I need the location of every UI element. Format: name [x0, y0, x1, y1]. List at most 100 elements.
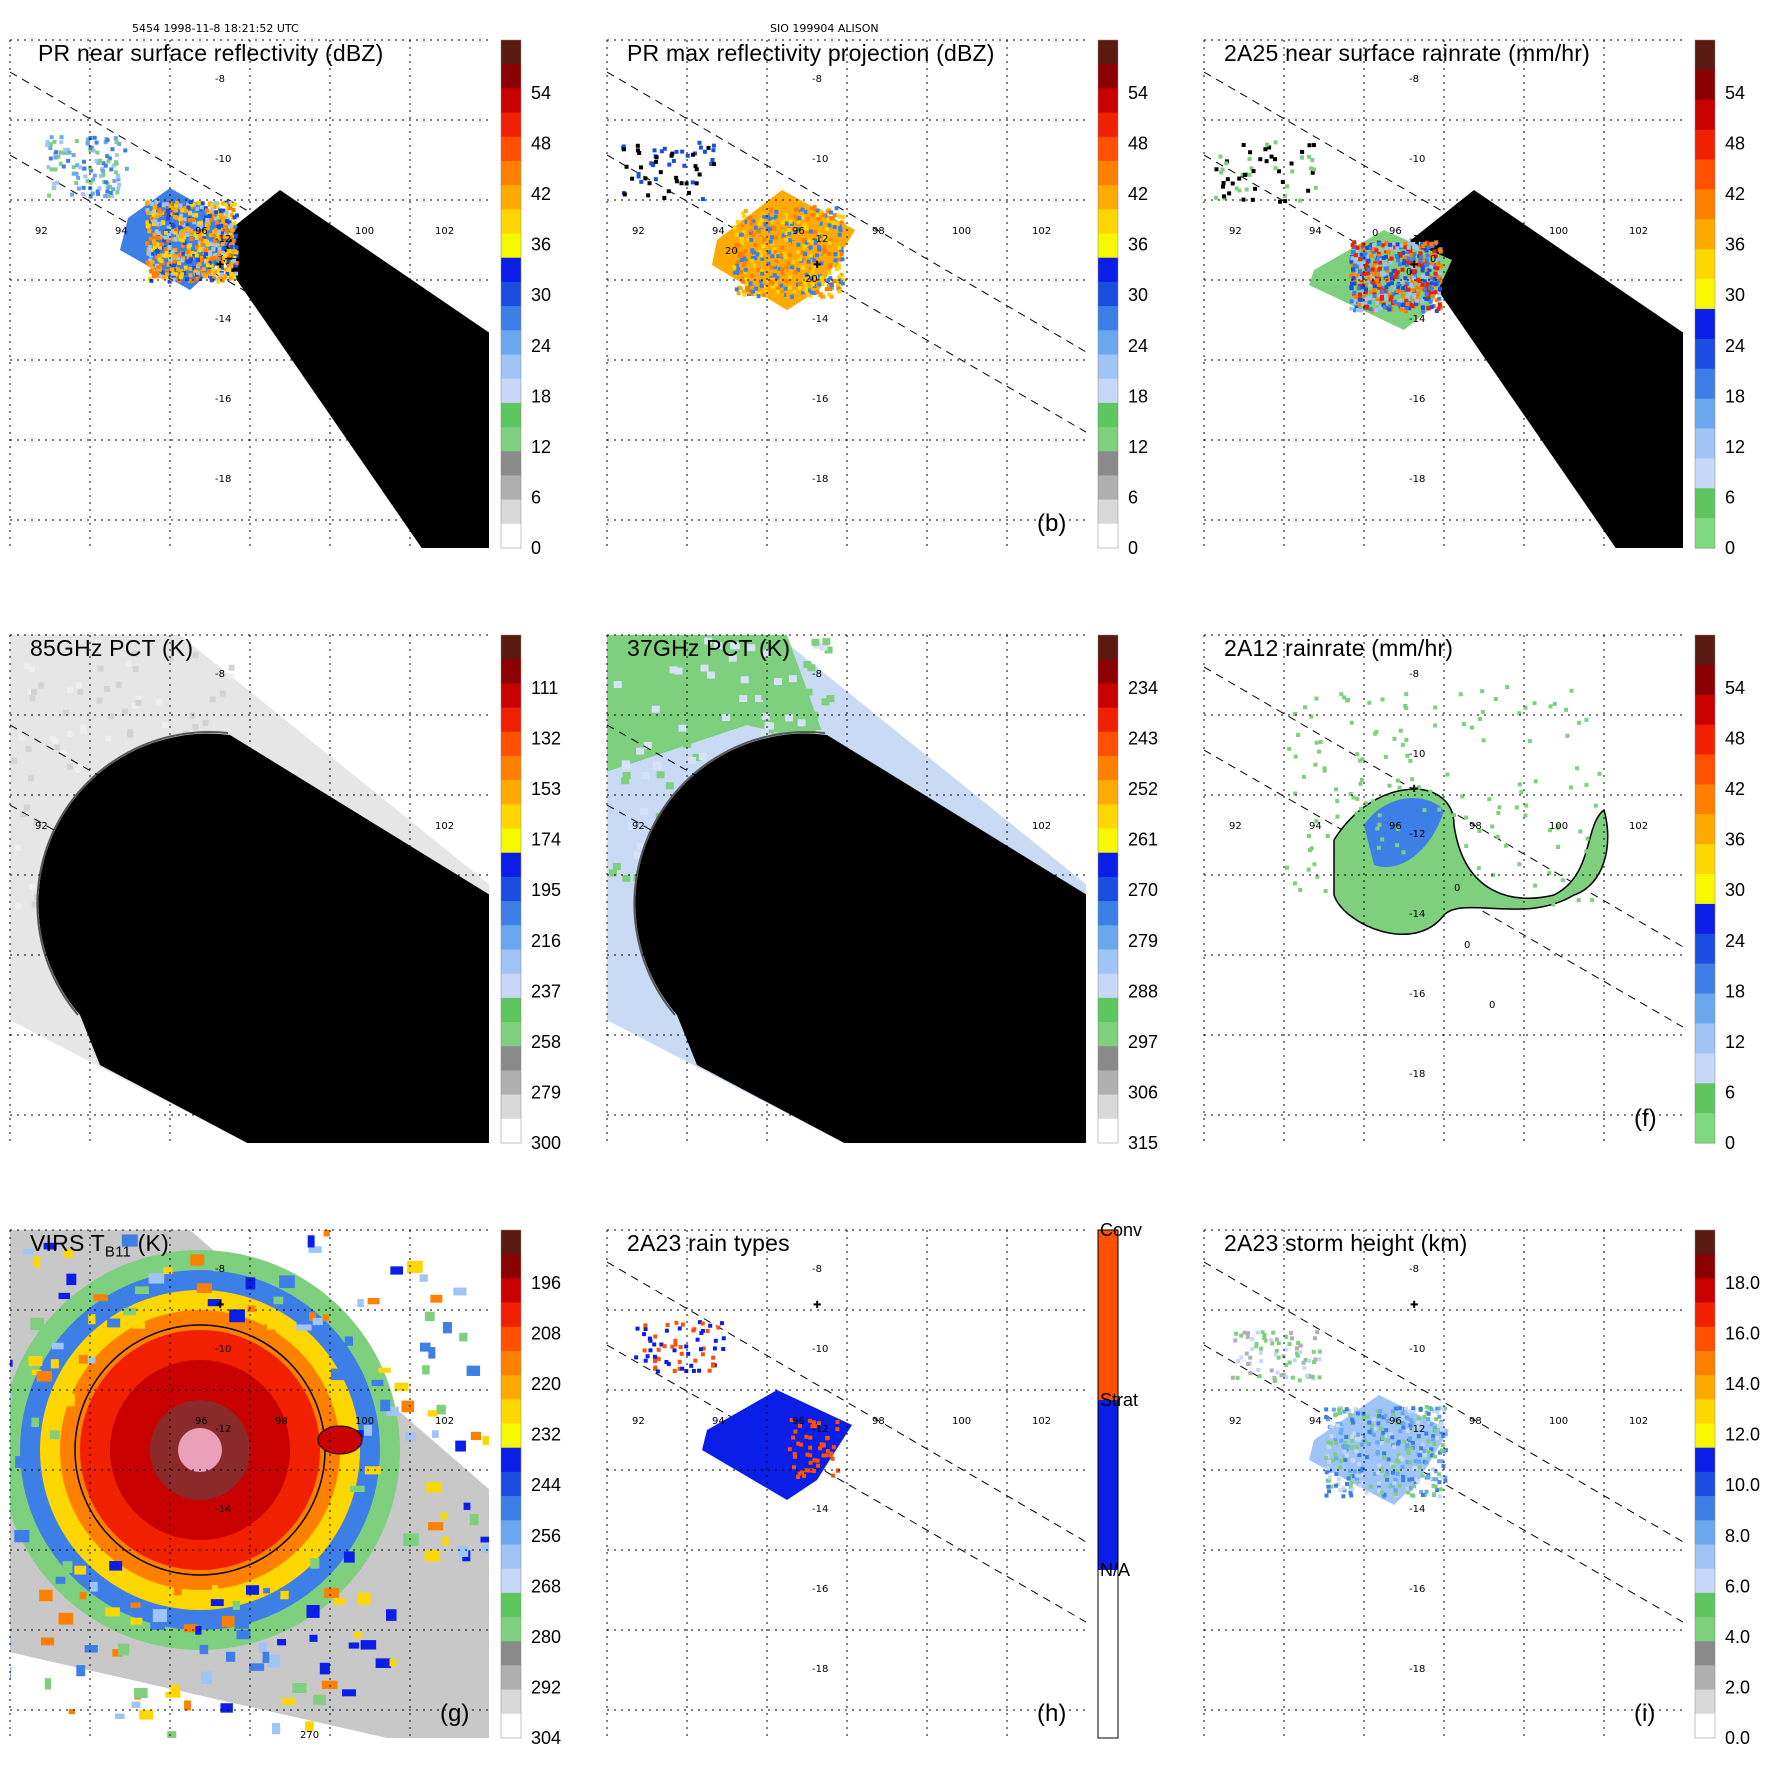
cloud-cell — [489, 1449, 498, 1457]
rain-type-cell — [679, 1351, 684, 1356]
plot-area — [607, 1261, 1086, 1623]
colorbar-step — [1695, 428, 1715, 459]
pixel-cell — [636, 843, 645, 851]
colorbar-label: 12 — [1725, 437, 1745, 457]
echo-cell — [198, 233, 203, 238]
cloud-cell — [213, 1264, 220, 1272]
height-cell — [1379, 1466, 1384, 1471]
rain-cell — [1220, 184, 1225, 189]
echo-cell — [184, 232, 189, 237]
echo-cell — [781, 239, 786, 244]
rain-type-cell — [652, 1342, 657, 1347]
height-cell — [1344, 1453, 1349, 1458]
height-cell — [1352, 1469, 1357, 1474]
echo-cell — [205, 217, 210, 222]
echo-cell — [182, 271, 187, 276]
pixel-cell — [822, 638, 831, 646]
height-cell — [1276, 1355, 1281, 1360]
echo-cell — [819, 275, 824, 280]
echo-cell — [213, 216, 218, 221]
rain-type-cell — [693, 1358, 698, 1363]
rain-type-cell — [656, 1357, 661, 1362]
echo-cell — [759, 229, 764, 234]
colorbar-step — [501, 402, 521, 428]
colorbar-step — [501, 1471, 521, 1497]
rain-cell — [1387, 293, 1392, 298]
height-cell — [1423, 1492, 1428, 1497]
echo-cell — [221, 251, 226, 256]
colorbar-frame — [1694, 1229, 1716, 1739]
echo-cell — [804, 288, 809, 293]
rain-cell — [1388, 242, 1393, 247]
rain-type-cell — [721, 1336, 726, 1341]
echo-cell — [682, 163, 687, 168]
colorbar-label: 54 — [1725, 678, 1745, 698]
rain-cell — [1403, 245, 1408, 250]
echo-cell — [836, 240, 841, 245]
echo-cell — [145, 220, 150, 225]
height-cell — [1315, 1330, 1320, 1335]
echo-cell — [161, 221, 166, 226]
pixel-cell — [810, 711, 819, 719]
height-cell — [1303, 1358, 1308, 1363]
height-cell — [1441, 1464, 1446, 1469]
plot-area — [607, 71, 1086, 433]
rain-cell — [1405, 262, 1410, 267]
colorbar-step — [501, 707, 521, 733]
rain-cell — [1426, 288, 1431, 293]
height-cell — [1426, 1475, 1431, 1480]
echo-cell — [830, 228, 835, 233]
rain-cell — [1481, 738, 1486, 743]
cloud-cell — [321, 1680, 338, 1690]
chart-i: 92 94 96 98 100 102-8-10-12-14-16-18✚18.016.0… — [1203, 1229, 1760, 1748]
echo-cell — [743, 260, 748, 265]
rain-cell — [1386, 250, 1391, 255]
echo-cell — [224, 210, 229, 215]
colorbar-step — [1098, 88, 1118, 114]
rain-cell — [1280, 179, 1285, 184]
echo-cell — [834, 260, 839, 265]
rain-cell — [1363, 290, 1368, 295]
echo-cell — [219, 272, 224, 277]
colorbar-frame — [1694, 634, 1716, 1144]
rain-cell — [1421, 243, 1426, 248]
colorbar-label: 237 — [531, 981, 561, 1001]
convective-cell — [810, 1468, 815, 1473]
rain-cell — [1505, 685, 1510, 690]
echo-cell — [639, 179, 644, 184]
rain-cell — [1411, 276, 1416, 281]
convective-cell — [828, 1453, 833, 1458]
convective-cell — [793, 1429, 798, 1434]
echo-cell — [779, 283, 784, 288]
rain-type-cell — [697, 1368, 702, 1373]
cloud-cell — [480, 1536, 489, 1543]
rain-cell — [1401, 261, 1406, 266]
rain-type-cell — [677, 1359, 682, 1364]
pixel-cell — [704, 637, 713, 645]
rain-cell — [1409, 282, 1414, 287]
rain-cell — [1362, 271, 1367, 276]
echo-cell — [185, 249, 190, 254]
echo-cell — [227, 206, 232, 211]
rain-cell — [1590, 898, 1595, 903]
rain-cell — [1374, 277, 1379, 282]
echo-cell — [183, 206, 188, 211]
colorbar-label: 252 — [1128, 779, 1158, 799]
height-cell — [1393, 1406, 1398, 1411]
colorbar-step — [501, 1046, 521, 1072]
echo-cell — [201, 234, 206, 239]
echo-cell — [213, 201, 218, 206]
pixel-cell — [683, 740, 692, 748]
echo-cell — [789, 209, 794, 214]
colorbar-label: 268 — [531, 1576, 561, 1596]
echo-cell — [765, 215, 770, 220]
echo-cell — [195, 276, 200, 281]
echo-cell — [737, 251, 742, 256]
pixel-cell — [639, 686, 648, 694]
echo-cell — [155, 249, 160, 254]
colorbar-label: 18 — [1128, 386, 1148, 406]
echo-cell — [191, 217, 196, 222]
height-cell — [1420, 1493, 1425, 1498]
pixel-cell — [115, 681, 122, 688]
echo-cell — [739, 235, 744, 240]
